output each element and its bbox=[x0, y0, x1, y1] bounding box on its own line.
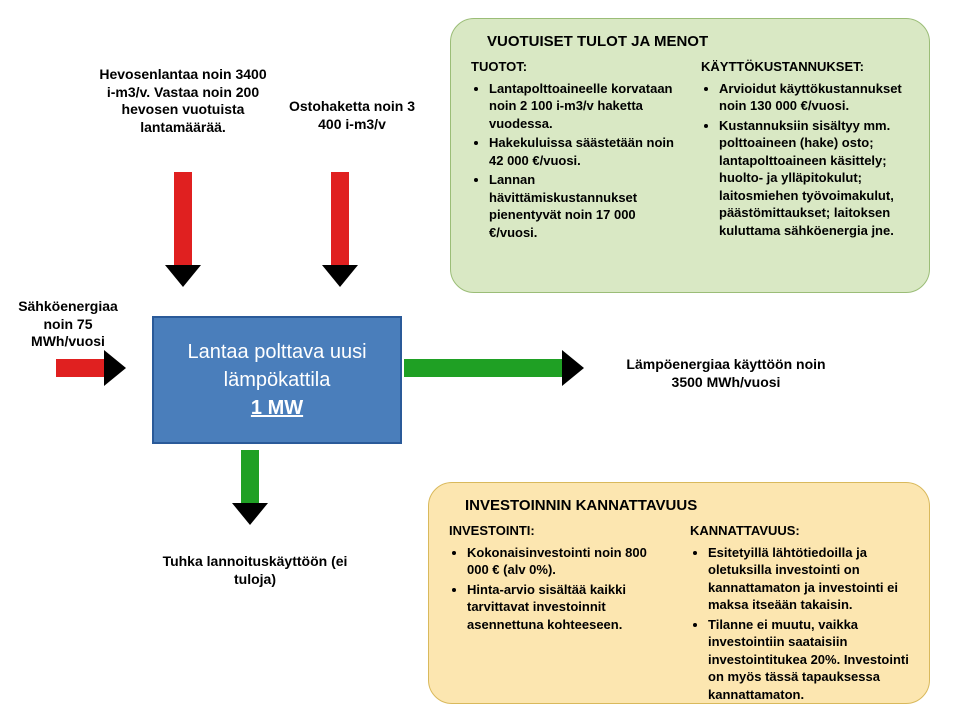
costs-item: Arvioidut käyttökustannukset noin 130 00… bbox=[719, 80, 909, 115]
col-profitability: KANNATTAVUUS: Esitetyillä lähtötiedoilla… bbox=[690, 522, 909, 705]
label-ash-output: Tuhka lannoituskäyttöön (ei tuloja) bbox=[150, 553, 360, 588]
arrow-electricity bbox=[56, 359, 104, 377]
investment-item: Hinta-arvio sisältää kaikki tarvittavat … bbox=[467, 581, 668, 634]
profitability-item: Tilanne ei muutu, vaikka investointiin s… bbox=[708, 616, 909, 704]
costs-item: Kustannuksiin sisältyy mm. polttoaineen … bbox=[719, 117, 909, 240]
arrow-manure-head bbox=[165, 265, 201, 287]
label-heat-output: Lämpöenergiaa käyttöön noin 3500 MWh/vuo… bbox=[616, 356, 836, 391]
costs-heading: KÄYTTÖKUSTANNUKSET: bbox=[701, 58, 909, 76]
arrow-chips bbox=[331, 172, 349, 265]
arrow-manure bbox=[174, 172, 192, 265]
arrow-ash-head bbox=[232, 503, 268, 525]
investment-list: Kokonaisinvestointi noin 800 000 € (alv … bbox=[449, 544, 668, 634]
arrow-ash bbox=[241, 450, 259, 503]
profitability-heading: KANNATTAVUUS: bbox=[690, 522, 909, 540]
income-item: Lantapolttoaineelle korvataan noin 2 100… bbox=[489, 80, 679, 133]
income-item: Lannan hävittämiskustannukset pienentyvä… bbox=[489, 171, 679, 241]
investment-heading: INVESTOINTI: bbox=[449, 522, 668, 540]
boiler-power: 1 MW bbox=[251, 397, 303, 419]
income-list: Lantapolttoaineelle korvataan noin 2 100… bbox=[471, 80, 679, 242]
boiler-text: Lantaa polttava uusi lämpökattila 1 MW bbox=[187, 338, 366, 422]
profitability-list: Esitetyillä lähtötiedoilla ja oletuksill… bbox=[690, 544, 909, 704]
boiler-line1: Lantaa polttava uusi bbox=[187, 341, 366, 363]
col-costs: KÄYTTÖKUSTANNUKSET: Arvioidut käyttökust… bbox=[701, 58, 909, 243]
profitability-item: Esitetyillä lähtötiedoilla ja oletuksill… bbox=[708, 544, 909, 614]
col-income: TUOTOT: Lantapolttoaineelle korvataan no… bbox=[471, 58, 679, 243]
boiler-box: Lantaa polttava uusi lämpökattila 1 MW bbox=[152, 316, 402, 444]
label-chips-input: Ostohaketta noin 3 400 i-m3/v bbox=[282, 98, 422, 133]
income-item: Hakekuluissa säästetään noin 42 000 €/vu… bbox=[489, 134, 679, 169]
panel-investment-title: INVESTOINNIN KANNATTAVUUS bbox=[449, 497, 909, 514]
panel-investment: INVESTOINNIN KANNATTAVUUS INVESTOINTI: K… bbox=[428, 482, 930, 704]
label-manure-input: Hevosenlantaa noin 3400 i-m3/v. Vastaa n… bbox=[98, 66, 268, 136]
diagram-stage: Hevosenlantaa noin 3400 i-m3/v. Vastaa n… bbox=[0, 0, 960, 720]
arrow-chips-head bbox=[322, 265, 358, 287]
label-electricity-input: Sähköenergiaa noin 75 MWh/vuosi bbox=[8, 298, 128, 351]
arrow-electricity-head bbox=[104, 350, 126, 386]
panel-income-cost: VUOTUISET TULOT JA MENOT TUOTOT: Lantapo… bbox=[450, 18, 930, 293]
col-investment: INVESTOINTI: Kokonaisinvestointi noin 80… bbox=[449, 522, 668, 705]
arrow-heat bbox=[404, 359, 562, 377]
costs-list: Arvioidut käyttökustannukset noin 130 00… bbox=[701, 80, 909, 240]
boiler-line2: lämpökattila bbox=[224, 369, 331, 391]
panel-income-cost-title: VUOTUISET TULOT JA MENOT bbox=[471, 33, 909, 50]
investment-item: Kokonaisinvestointi noin 800 000 € (alv … bbox=[467, 544, 668, 579]
income-heading: TUOTOT: bbox=[471, 58, 679, 76]
arrow-heat-head bbox=[562, 350, 584, 386]
